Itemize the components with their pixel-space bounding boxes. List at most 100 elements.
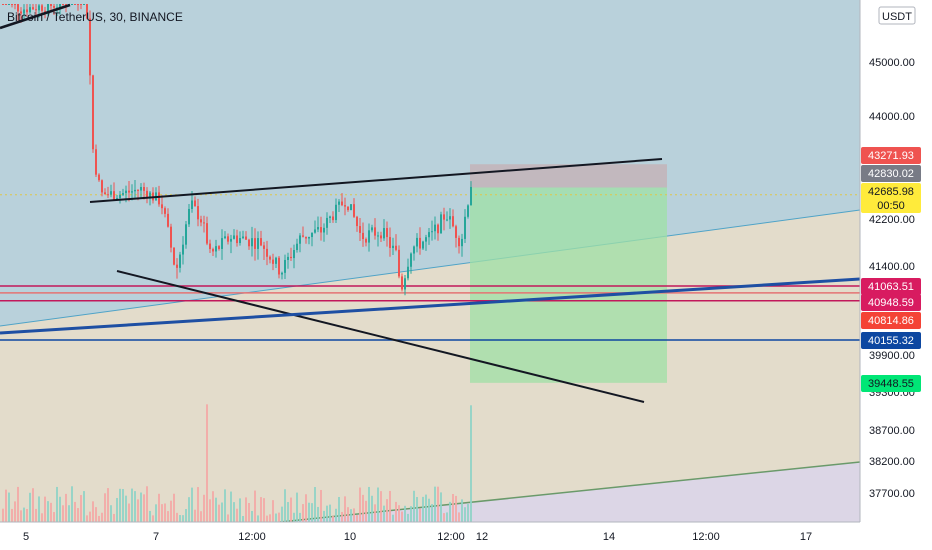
candle-body (50, 4, 52, 6)
volume-bar (215, 497, 217, 522)
candle-body (185, 224, 187, 245)
volume-bar (188, 497, 190, 522)
volume-bar (431, 504, 433, 522)
volume-bar (386, 499, 388, 522)
volume-bar (170, 500, 172, 522)
volume-bar (458, 512, 460, 522)
volume-bar (368, 486, 370, 522)
price-label-value: 39448.55 (868, 378, 914, 390)
candle-body (227, 236, 229, 242)
volume-bar (239, 498, 241, 522)
volume-bar (413, 490, 415, 522)
volume-bar (305, 494, 307, 522)
candle-body (2, 4, 4, 5)
volume-bar (32, 488, 34, 522)
candle-body (242, 236, 244, 239)
candle-body (416, 237, 418, 247)
volume-bar (206, 404, 208, 522)
volume-bar (47, 501, 49, 522)
price-label-bg (861, 375, 921, 392)
time-axis[interactable] (0, 522, 932, 550)
candle-body (347, 206, 349, 211)
volume-bar (161, 504, 163, 522)
candle-body (20, 11, 22, 14)
volume-bar (35, 508, 37, 522)
candle-body (455, 226, 457, 238)
candle-body (371, 227, 373, 231)
price-axis[interactable] (860, 0, 932, 522)
price-labels: 43271.93 42830.02 42685.98 00:50 41063.51 409… (861, 147, 921, 392)
volume-bar (23, 507, 25, 522)
volume-bar (374, 504, 376, 522)
candle-body (5, 4, 7, 5)
trendlines[interactable] (0, 3, 860, 403)
candle-body (218, 246, 220, 249)
candle-body (356, 216, 358, 227)
candle-body (170, 226, 172, 248)
candle-body (305, 236, 307, 239)
candle-body (290, 256, 292, 259)
volume-bar (326, 505, 328, 522)
volume-bar (131, 488, 133, 522)
candle-body (158, 192, 160, 205)
channel-line-upper (0, 209, 860, 327)
volume-bar (347, 507, 349, 522)
volume-bar (38, 496, 40, 522)
currency-badge[interactable] (878, 6, 916, 25)
price-tick: 44000.00 (869, 111, 915, 123)
volume-bar (401, 511, 403, 522)
candle-body (278, 257, 280, 275)
volume-bar (122, 489, 124, 522)
stop-loss-zone (470, 164, 667, 188)
volume-bar (422, 496, 424, 522)
price-label-value: 41063.51 (868, 281, 914, 293)
candle-body (419, 237, 421, 249)
volume-bar (197, 487, 199, 522)
volume-bar (395, 501, 397, 522)
short-position-tool[interactable] (470, 164, 667, 383)
volume-bar (254, 490, 256, 522)
volume-bar (227, 514, 229, 522)
candle-body (380, 235, 382, 239)
volume-bar (278, 512, 280, 522)
volume-bar (320, 489, 322, 522)
volume-bar (20, 510, 22, 522)
candle-body (179, 254, 181, 268)
candle-body (104, 192, 106, 195)
candle-body (188, 208, 190, 225)
candle-body (284, 259, 286, 273)
price-tick: 37700.00 (869, 488, 915, 500)
time-tick: 10 (344, 531, 356, 543)
volume-bar (59, 496, 61, 522)
candle-body (134, 189, 136, 192)
price-label-bg (861, 278, 921, 295)
candle-body (254, 238, 256, 249)
volume-bar (248, 503, 250, 522)
volume-bar (317, 506, 319, 522)
candle-body (200, 219, 202, 223)
candle-body (362, 232, 364, 240)
candle-body (131, 191, 133, 193)
volume-bar (113, 513, 115, 522)
time-tick: 14 (603, 531, 615, 543)
candle-body (335, 204, 337, 221)
candle-body (350, 204, 352, 211)
channel-line-lower (279, 461, 860, 522)
volume-bar (89, 511, 91, 522)
candle-body (215, 246, 217, 252)
candle-body (86, 4, 88, 19)
candle-body (329, 216, 331, 218)
volume-bar (455, 495, 457, 522)
volume-bar (155, 504, 157, 522)
price-label-bg (861, 183, 921, 213)
volume-bar (65, 493, 67, 522)
candle-body (77, 4, 79, 5)
volume-bar (14, 501, 16, 522)
volume-bar (233, 502, 235, 522)
volume-bar (53, 512, 55, 522)
volume-bar (425, 494, 427, 522)
candle-body (203, 222, 205, 224)
candle-body (149, 192, 151, 199)
channel-zones (0, 0, 860, 522)
